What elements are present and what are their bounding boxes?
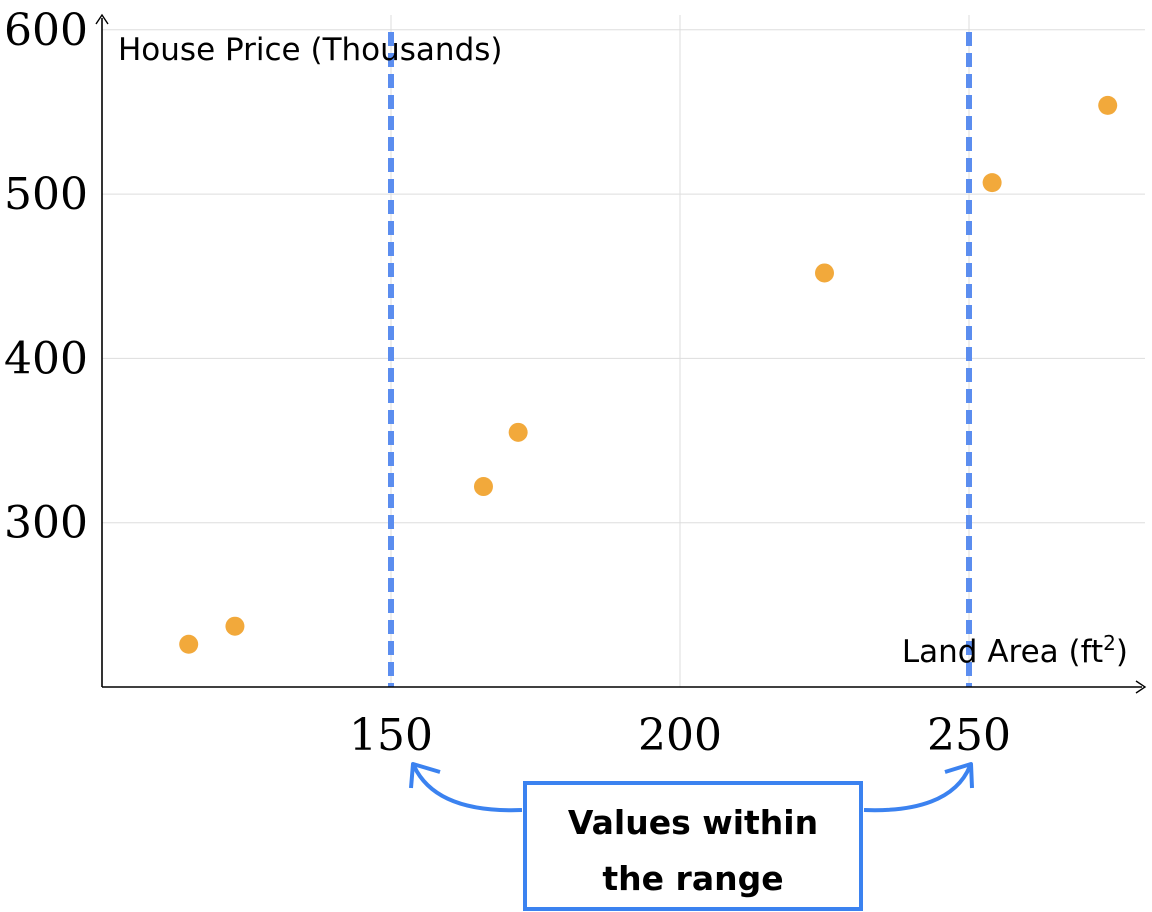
annotation: Values within the range bbox=[409, 762, 974, 911]
data-point bbox=[815, 263, 834, 283]
tick-labels: 150 200 250 300 400 500 600 bbox=[4, 5, 1011, 761]
y-tick-label: 600 bbox=[4, 5, 88, 56]
left-arrowhead-icon bbox=[409, 762, 441, 789]
grid bbox=[102, 15, 1145, 687]
data-point bbox=[508, 422, 528, 442]
annotation-box bbox=[523, 781, 863, 911]
x-tick-label: 250 bbox=[927, 710, 1011, 761]
y-tick-label: 500 bbox=[4, 169, 88, 220]
annotation-line-2: the range bbox=[602, 859, 783, 898]
right-arrow-icon bbox=[863, 765, 972, 813]
data-points bbox=[179, 95, 1118, 654]
x-axis-label: Land Area (ft2) bbox=[902, 631, 1128, 670]
y-axis-label: House Price (Thousands) bbox=[118, 32, 503, 68]
x-tick-label: 200 bbox=[638, 710, 722, 761]
x-tick-label: 150 bbox=[349, 710, 433, 761]
right-arrowhead-icon bbox=[944, 762, 974, 789]
reference-lines bbox=[388, 32, 972, 687]
annotation-line-1: Values within bbox=[568, 803, 818, 842]
y-axis-arrow-icon bbox=[95, 13, 109, 25]
x-axis-arrow-icon bbox=[1135, 680, 1147, 694]
y-tick-label: 300 bbox=[4, 498, 88, 549]
y-tick-label: 400 bbox=[4, 333, 88, 384]
data-point bbox=[179, 634, 199, 654]
data-point bbox=[1098, 95, 1118, 115]
data-point bbox=[473, 477, 493, 497]
data-point bbox=[982, 173, 1002, 193]
data-point bbox=[225, 616, 245, 636]
left-arrow-icon bbox=[412, 765, 523, 813]
